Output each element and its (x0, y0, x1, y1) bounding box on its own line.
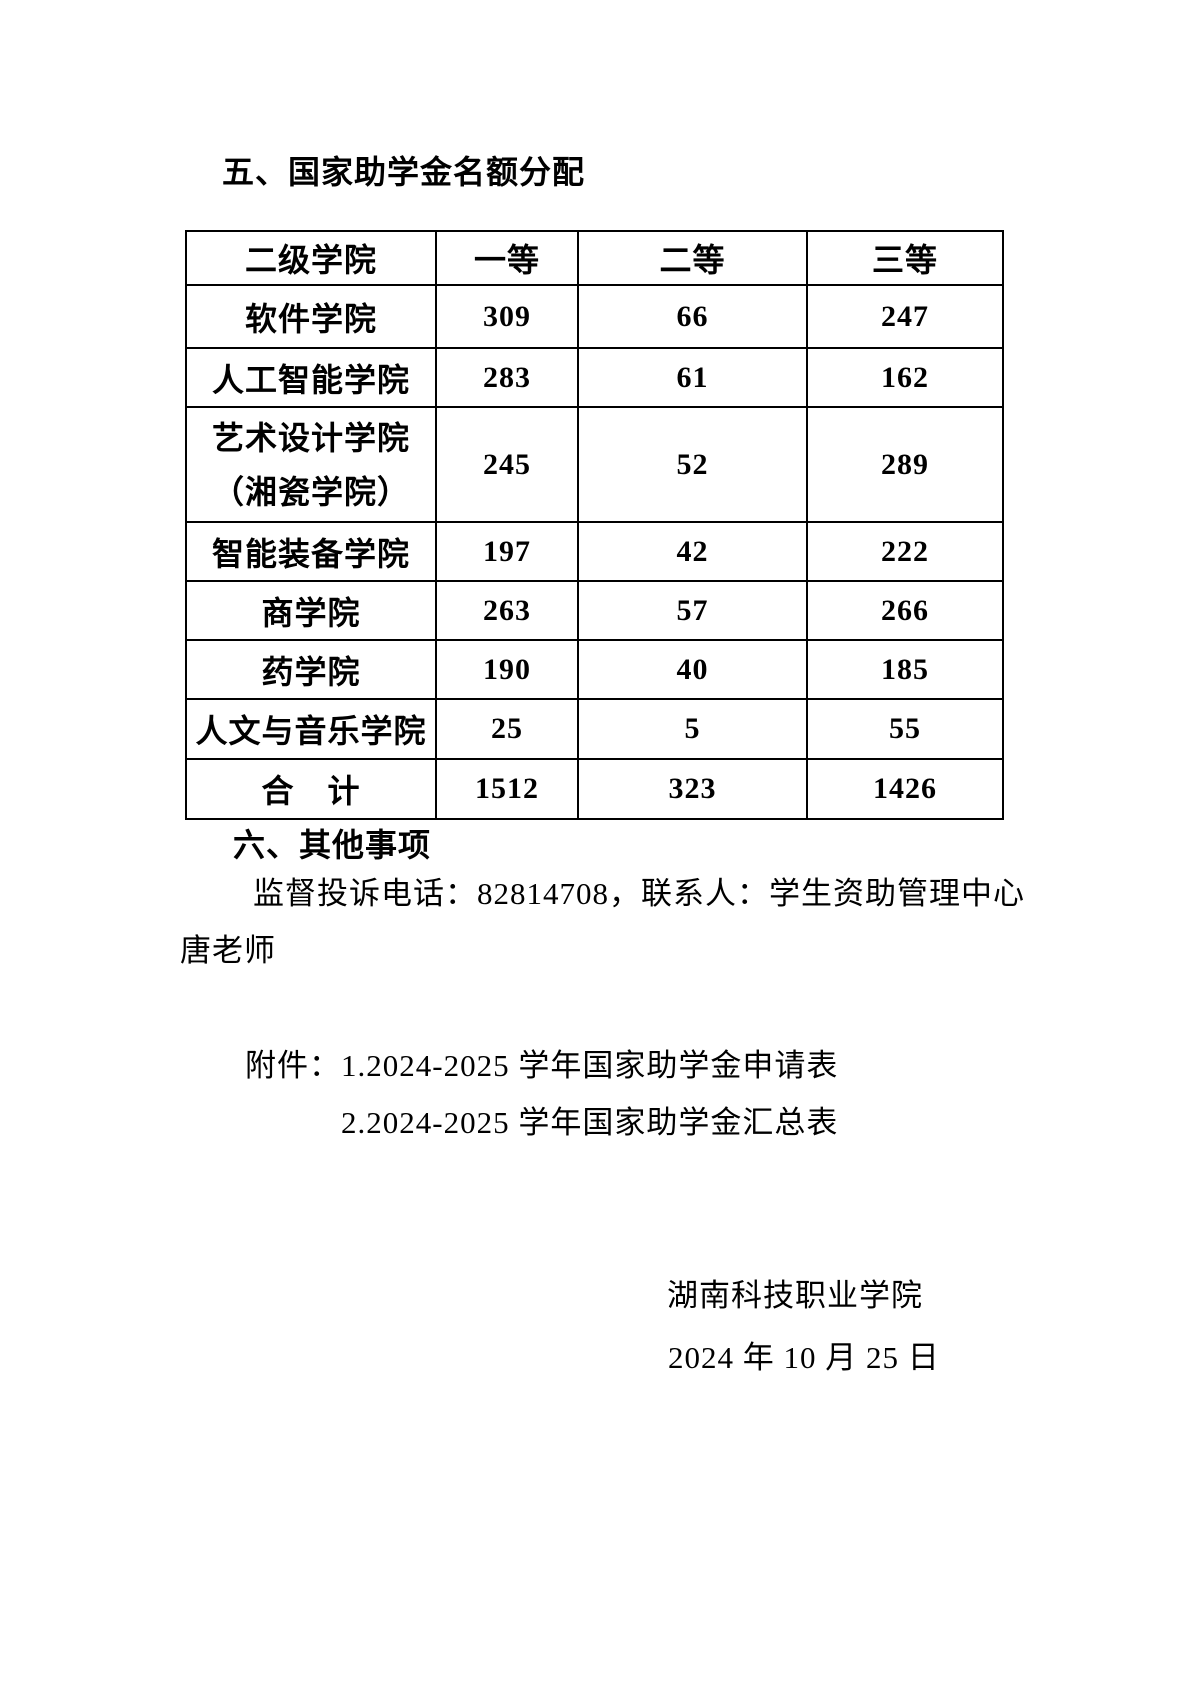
signature-organization: 湖南科技职业学院 (667, 1278, 923, 1313)
second-grade-cell: 61 (577, 347, 808, 408)
attachments-line-1: 附件：1.2024-2025 学年国家助学金申请表 (245, 1047, 838, 1084)
complaint-contact-line: 监督投诉电话：82814708，联系人：学生资助管理中心 (253, 876, 1025, 911)
first-grade-cell: 25 (435, 698, 579, 760)
table-row: 人文与音乐学院 25 5 55 (185, 698, 1004, 760)
third-grade-cell: 266 (806, 580, 1004, 641)
first-grade-cell: 190 (435, 639, 579, 700)
third-grade-cell: 247 (806, 284, 1004, 349)
first-grade-cell: 197 (435, 521, 579, 582)
table-row: 商学院 263 57 266 (185, 580, 1004, 641)
first-grade-cell: 263 (435, 580, 579, 641)
table-total-row: 合 计 1512 323 1426 (185, 758, 1004, 820)
total-first-cell: 1512 (435, 758, 579, 820)
college-cell: 人工智能学院 (185, 347, 437, 408)
table-row: 智能装备学院 197 42 222 (185, 521, 1004, 582)
second-grade-cell: 42 (577, 521, 808, 582)
table-row: 软件学院 309 66 247 (185, 284, 1004, 349)
third-grade-cell: 162 (806, 347, 1004, 408)
table-row: 药学院 190 40 185 (185, 639, 1004, 700)
third-grade-cell: 55 (806, 698, 1004, 760)
first-grade-cell: 245 (435, 406, 579, 523)
header-second-grade: 二等 (577, 230, 808, 286)
attachment-item-1: 1.2024-2025 学年国家助学金申请表 (341, 1048, 839, 1083)
header-college: 二级学院 (185, 230, 437, 286)
total-label-cell: 合 计 (185, 758, 437, 820)
second-grade-cell: 40 (577, 639, 808, 700)
table-header-row: 二级学院 一等 二等 三等 (185, 230, 1004, 286)
attachment-item-2: 2.2024-2025 学年国家助学金汇总表 (341, 1105, 839, 1140)
college-cell: 软件学院 (185, 284, 437, 349)
third-grade-cell: 222 (806, 521, 1004, 582)
second-grade-cell: 66 (577, 284, 808, 349)
second-grade-cell: 57 (577, 580, 808, 641)
college-cell: 药学院 (185, 639, 437, 700)
college-name-line2: （湘瓷学院） (211, 473, 410, 510)
section-five-heading: 五、国家助学金名额分配 (222, 154, 586, 190)
total-second-cell: 323 (577, 758, 808, 820)
college-cell: 智能装备学院 (185, 521, 437, 582)
table-row: 人工智能学院 283 61 162 (185, 347, 1004, 408)
header-third-grade: 三等 (806, 230, 1004, 286)
second-grade-cell: 52 (577, 406, 808, 523)
table-row: 艺术设计学院 （湘瓷学院） 245 52 289 (185, 406, 1004, 523)
college-cell: 商学院 (185, 580, 437, 641)
college-name-line1: 艺术设计学院 (211, 419, 410, 456)
third-grade-cell: 185 (806, 639, 1004, 700)
first-grade-cell: 309 (435, 284, 579, 349)
allocation-table: 二级学院 一等 二等 三等 软件学院 309 66 247 人工智能学院 283… (185, 230, 1004, 820)
total-third-cell: 1426 (806, 758, 1004, 820)
section-six-heading: 六、其他事项 (233, 827, 432, 863)
signature-date: 2024 年 10 月 25 日 (668, 1340, 940, 1375)
college-cell: 艺术设计学院 （湘瓷学院） (185, 406, 437, 523)
college-cell: 人文与音乐学院 (185, 698, 437, 760)
attachments-label: 附件： (245, 1048, 341, 1083)
header-first-grade: 一等 (435, 230, 579, 286)
contact-teacher-line: 唐老师 (180, 933, 276, 968)
second-grade-cell: 5 (577, 698, 808, 760)
first-grade-cell: 283 (435, 347, 579, 408)
third-grade-cell: 289 (806, 406, 1004, 523)
